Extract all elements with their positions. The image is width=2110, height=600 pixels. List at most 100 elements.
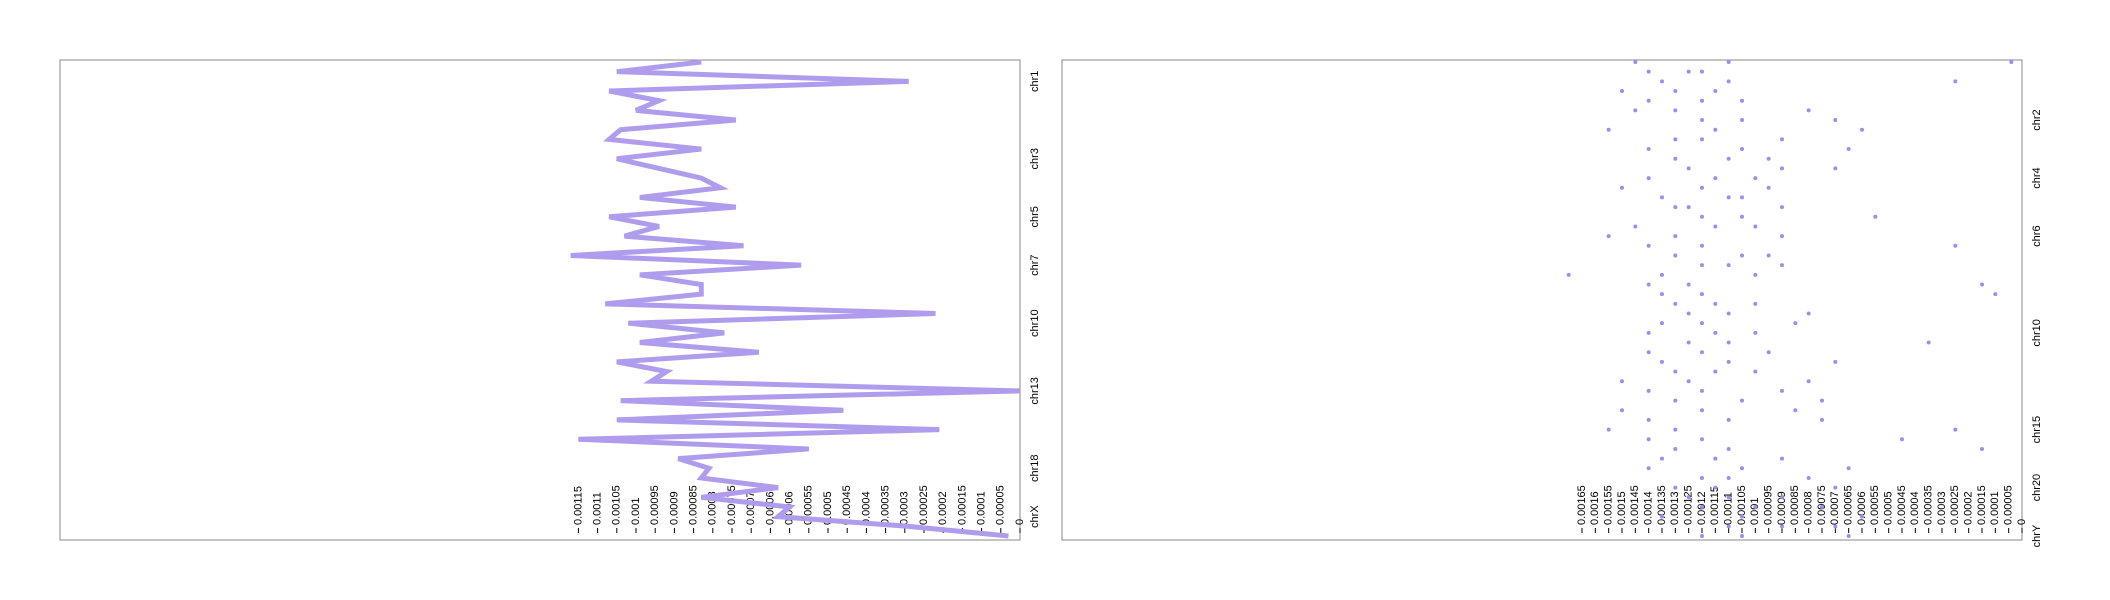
data-point [1686,495,1691,500]
data-point [1700,185,1704,190]
data-point [1726,340,1731,345]
data-point [1806,379,1811,384]
data-point [1686,340,1691,345]
data-point [1753,176,1758,181]
x-tick-label: 0.00005 [2003,485,2015,525]
data-point [1726,156,1731,161]
data-point [1833,485,1838,490]
data-point [1686,311,1691,316]
data-point [1646,350,1651,355]
x-tick-label: 0.0015 [1616,491,1628,525]
data-point [1700,69,1704,74]
data-point [1566,272,1571,277]
x-tick-label: 0.00005 [995,485,1007,525]
y-category-label: chr6 [2031,225,2043,246]
data-point [1726,195,1731,200]
x-tick-label: 0.0016 [1589,491,1601,525]
x-tick-label: 0.0004 [860,491,872,525]
data-point [1633,224,1638,229]
x-tick-label: 0.0011 [1723,492,1735,525]
data-point [1646,282,1651,287]
x-tick-label: 0.0001 [976,491,988,525]
data-point [1713,127,1718,132]
data-point [1700,350,1704,355]
x-tick-label: 0.001 [1749,497,1761,525]
data-point [1620,89,1624,94]
data-point [1660,195,1664,200]
data-point [1606,427,1611,432]
data-point [1633,108,1638,113]
data-point [1700,475,1704,480]
x-tick-label: 0.00065 [1843,485,1855,525]
data-point [1993,292,1998,297]
x-tick-label: 0.0002 [937,491,949,525]
data-point [1833,359,1838,364]
x-tick-label: 0.00105 [1736,485,1748,525]
data-point [1713,456,1718,461]
data-point [1766,253,1771,258]
data-point [1980,282,1984,287]
data-point [1673,234,1678,239]
data-point [1726,60,1731,64]
x-tick-label: 0.00035 [1923,485,1935,525]
data-point [1686,282,1691,287]
x-tick-label: 0.00165 [1576,485,1588,525]
data-point [1820,398,1824,403]
data-point [1780,495,1784,500]
data-point [1700,292,1704,297]
data-point [1673,446,1678,451]
y-category-label: chr15 [2031,416,2043,444]
data-point [1726,446,1731,451]
x-tick-label: 0.0003 [1936,491,1948,525]
data-point [1766,185,1771,190]
x-tick-label: 0.0009 [668,491,680,525]
data-point [1700,321,1704,326]
data-point [1660,359,1664,364]
data-point [1620,185,1624,190]
x-tick-label: 0.0001 [1989,491,2001,525]
x-tick-label: 0.00135 [1656,485,1668,525]
data-point [1873,214,1878,219]
data-point [1673,89,1678,94]
data-point [1700,504,1704,509]
data-point [1740,147,1744,152]
data-point [1726,311,1731,316]
data-line [570,59,1021,539]
data-point [1660,321,1664,326]
data-point [1673,156,1678,161]
data-point [1820,504,1824,509]
data-point [1646,243,1651,248]
data-point [1780,166,1784,171]
x-tick-label: 0.001 [630,497,642,525]
x-tick-label: 0.0006 [1856,491,1868,525]
y-category-label: chr4 [2031,167,2043,188]
data-point [1766,156,1771,161]
data-point [1926,340,1931,345]
data-point [1780,205,1784,210]
data-point [1700,243,1704,248]
x-tick-label: 0.0011 [592,492,604,525]
y-category-label: chr2 [2031,109,2043,130]
data-point [1900,437,1904,442]
x-tick-label: 0.00155 [1603,485,1615,525]
data-point [1700,214,1704,219]
data-point [1780,456,1784,461]
data-point [1846,147,1851,152]
data-point [1953,427,1958,432]
y-category-label: chr20 [2031,474,2043,502]
data-point [1700,388,1704,393]
x-tick-label: 0.00095 [649,485,661,525]
data-point [1846,466,1851,471]
data-point [1700,534,1704,538]
data-point [1673,485,1678,490]
data-point [1833,166,1838,171]
data-point [1700,263,1704,268]
y-category-label: chr1 [1029,71,1041,92]
data-point [1713,369,1718,374]
data-point [1806,108,1811,113]
data-point [1713,485,1718,490]
x-tick-label: 0.00035 [880,485,892,525]
data-point [1780,388,1784,393]
data-point [1660,292,1664,297]
x-tick-label: 0.00055 [803,485,815,525]
